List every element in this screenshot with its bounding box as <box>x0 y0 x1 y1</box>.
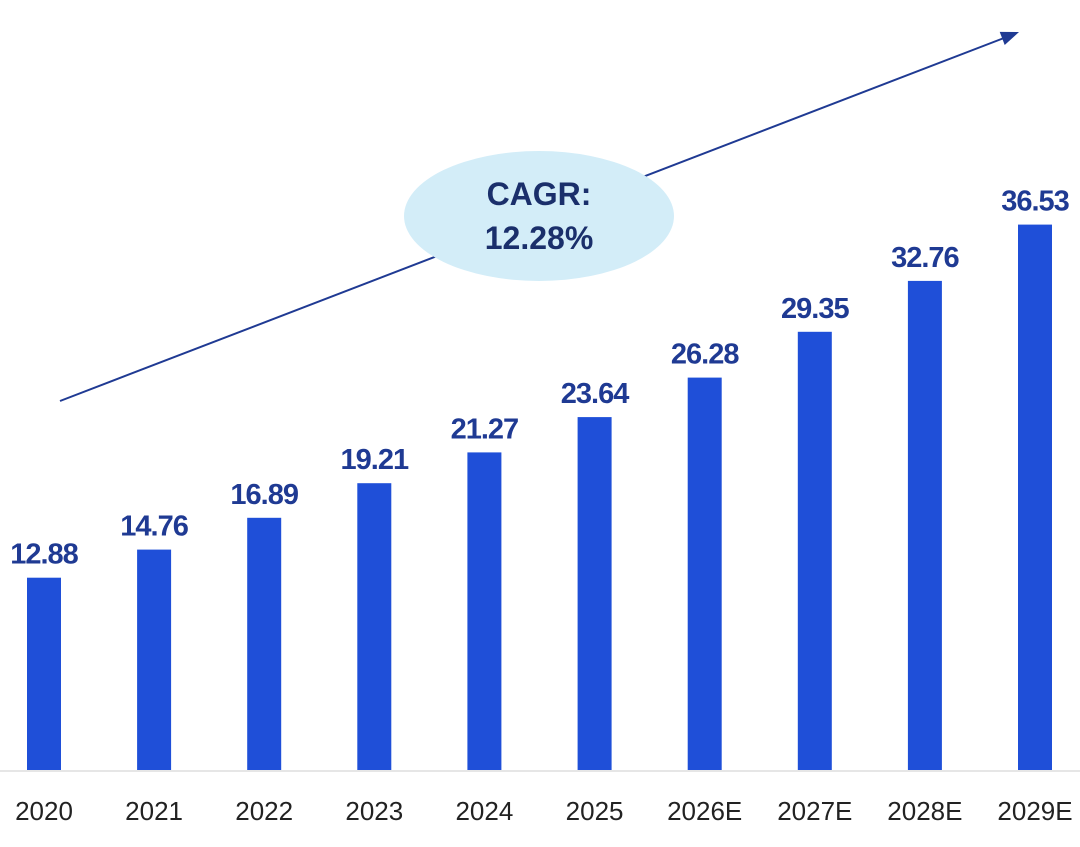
x-tick-label: 2020 <box>15 796 73 826</box>
bar-2020 <box>27 577 61 770</box>
x-tick-labels: 2020 2021 2022 2023 2024 2025 2026E 2027E 2028E 2… <box>15 796 1073 826</box>
x-tick-label: 2026E <box>667 796 742 826</box>
x-tick-label: 2028E <box>887 796 962 826</box>
growth-arrow-head-icon <box>999 31 1019 45</box>
x-tick-label: 2025 <box>566 796 624 826</box>
bar-value-label: 21.27 <box>451 413 519 445</box>
x-tick-label: 2027E <box>777 796 852 826</box>
cagr-value: 12.28% <box>485 220 594 256</box>
bar-2025 <box>577 417 612 770</box>
x-tick-label: 2023 <box>345 796 403 826</box>
bar-value-label: 26.28 <box>671 339 739 371</box>
bar-value-label: 29.35 <box>781 293 849 325</box>
bar-2026E <box>687 377 722 770</box>
bar-value-label: 16.89 <box>230 479 298 511</box>
x-tick-label: 2022 <box>235 796 293 826</box>
bar-2029E <box>1018 224 1052 771</box>
bar-2024 <box>467 452 502 770</box>
x-tick-label: 2021 <box>125 796 183 826</box>
bar-value-label: 14.76 <box>120 511 188 543</box>
cagr-bubble: CAGR: 12.28% <box>404 151 674 281</box>
bar-value-label: 23.64 <box>561 378 629 410</box>
bar-value-label: 36.53 <box>1001 186 1069 218</box>
bar-2021 <box>137 549 172 770</box>
cagr-label: CAGR: <box>487 176 592 212</box>
x-tick-label: 2029E <box>997 796 1072 826</box>
bars-layer: 12.88 14.76 16.89 19.21 21.27 23.64 26.28 29.35… <box>10 186 1071 771</box>
bar-2022 <box>247 517 282 770</box>
bar-2028E <box>907 280 942 770</box>
bar-2027E <box>797 331 832 770</box>
bar-value-label: 19.21 <box>341 444 409 476</box>
x-tick-label: 2024 <box>455 796 513 826</box>
bar-2023 <box>357 483 392 770</box>
cagr-bubble-shape <box>404 151 674 281</box>
bar-value-label: 12.88 <box>10 539 78 571</box>
bar-value-label: 32.76 <box>891 242 959 274</box>
